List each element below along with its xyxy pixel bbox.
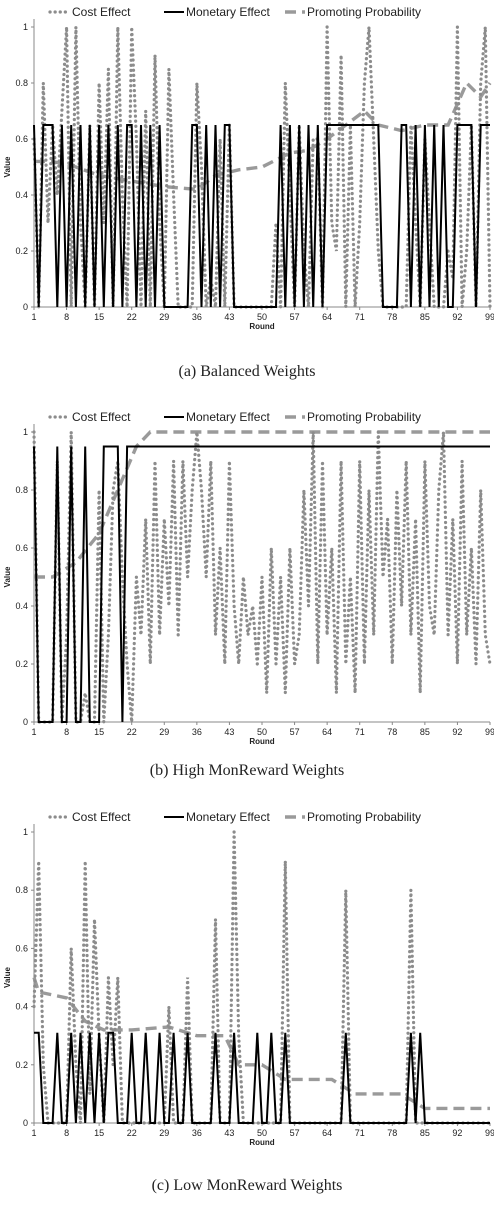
x-tick-label: 57 [290, 312, 300, 322]
y-axis-title: Value [3, 156, 12, 177]
y-tick-label: 0.2 [15, 1060, 28, 1070]
x-tick-label: 15 [94, 312, 104, 322]
legend-label-promoting: Promoting Probability [307, 410, 421, 424]
x-tick-label: 43 [224, 727, 234, 737]
x-tick-label: 8 [64, 312, 69, 322]
y-tick-label: 1 [23, 427, 28, 437]
x-tick-label: 64 [322, 727, 332, 737]
legend-label-cost: Cost Effect [72, 5, 131, 19]
chart-panel-c: 0 0.2 0.4 0.6 0.8 1 1 8 15 22 29 36 43 50 57 64 71 78 85 92… [0, 805, 494, 1217]
y-tick-label: 0.8 [15, 78, 28, 88]
y-tick-label: 0.8 [15, 885, 28, 895]
legend-label-cost: Cost Effect [72, 810, 131, 824]
chart-caption: (a) Balanced Weights [178, 363, 316, 380]
x-tick-label: 99 [485, 312, 494, 322]
x-tick-label: 8 [64, 1128, 69, 1138]
x-tick-label: 43 [224, 312, 234, 322]
x-tick-label: 78 [387, 1128, 397, 1138]
series-line-promoting [34, 430, 490, 579]
x-tick-label: 85 [420, 727, 430, 737]
x-axis-title: Round [249, 322, 274, 331]
legend-label-monetary: Monetary Effect [186, 5, 270, 19]
x-tick-label: 43 [224, 1128, 234, 1138]
chart-caption: (b) High MonReward Weights [149, 762, 345, 779]
chart-svg: 0 0.2 0.4 0.6 0.8 1 1 8 15 22 29 36 43 50 57 64 71 78 85 92… [3, 410, 494, 746]
y-tick-label: 0.4 [15, 1002, 28, 1012]
y-tick-label: 0.6 [15, 134, 28, 144]
x-tick-label: 22 [127, 312, 137, 322]
chart-svg: 0 0.2 0.4 0.6 0.8 1 1 8 15 22 29 36 43 50 57 64 71 78 85 92… [3, 810, 494, 1147]
x-tick-label: 36 [192, 727, 202, 737]
y-tick-label: 0.6 [15, 943, 28, 953]
x-tick-label: 29 [159, 312, 169, 322]
x-tick-label: 92 [452, 727, 462, 737]
chart-svg: 0 0.2 0.4 0.6 0.8 1 1 8 15 22 29 36 43 50 57 64 71 78 85 92… [3, 5, 494, 331]
x-tick-label: 57 [290, 727, 300, 737]
x-tick-label: 8 [64, 727, 69, 737]
legend-label-promoting: Promoting Probability [307, 810, 421, 824]
x-tick-label: 71 [355, 727, 365, 737]
x-tick-label: 29 [159, 1128, 169, 1138]
x-tick-label: 15 [94, 727, 104, 737]
x-tick-label: 50 [257, 312, 267, 322]
x-axis-title: Round [249, 737, 274, 746]
series-line-monetary [34, 1031, 490, 1124]
x-tick-label: 22 [127, 727, 137, 737]
x-tick-label: 71 [355, 1128, 365, 1138]
y-tick-label: 0.4 [15, 601, 28, 611]
chart-caption: (c) Low MonReward Weights [151, 1177, 343, 1194]
chart-panel-b: 0 0.2 0.4 0.6 0.8 1 1 8 15 22 29 36 43 50 57 64 71 78 85 92… [0, 405, 494, 805]
x-tick-label: 36 [192, 312, 202, 322]
x-tick-label: 22 [127, 1128, 137, 1138]
y-tick-label: 0 [23, 1118, 28, 1128]
x-tick-label: 50 [257, 1128, 267, 1138]
series-line-cost [32, 430, 492, 724]
x-tick-label: 57 [290, 1128, 300, 1138]
y-tick-label: 0.8 [15, 485, 28, 495]
x-tick-label: 64 [322, 312, 332, 322]
y-tick-label: 1 [23, 22, 28, 32]
x-tick-label: 71 [355, 312, 365, 322]
y-axis-title: Value [3, 967, 12, 988]
series-line-monetary [33, 445, 490, 723]
y-tick-label: 0.4 [15, 190, 28, 200]
legend-label-cost: Cost Effect [72, 410, 131, 424]
x-tick-label: 64 [322, 1128, 332, 1138]
chart-panel-a: 0 0.2 0.4 0.6 0.8 1 1 8 15 22 29 36 43 50 57 64 71 78 85 92… [0, 0, 494, 405]
x-tick-label: 92 [452, 1128, 462, 1138]
x-tick-label: 85 [420, 1128, 430, 1138]
y-tick-label: 0.6 [15, 543, 28, 553]
y-tick-label: 0.2 [15, 246, 28, 256]
x-tick-label: 92 [452, 312, 462, 322]
series-line-monetary [33, 124, 490, 308]
x-tick-label: 15 [94, 1128, 104, 1138]
x-tick-label: 99 [485, 1128, 494, 1138]
x-tick-label: 85 [420, 312, 430, 322]
x-tick-label: 29 [159, 727, 169, 737]
x-tick-label: 99 [485, 727, 494, 737]
y-tick-label: 0 [23, 717, 28, 727]
y-tick-label: 0 [23, 302, 28, 312]
legend-label-monetary: Monetary Effect [186, 410, 270, 424]
x-tick-label: 78 [387, 727, 397, 737]
x-tick-label: 1 [31, 1128, 36, 1138]
x-tick-label: 36 [192, 1128, 202, 1138]
x-tick-label: 1 [31, 312, 36, 322]
x-axis-title: Round [249, 1138, 274, 1147]
x-tick-label: 78 [387, 312, 397, 322]
legend-label-promoting: Promoting Probability [307, 5, 421, 19]
y-tick-label: 0.2 [15, 659, 28, 669]
y-axis-title: Value [3, 566, 12, 587]
legend-label-monetary: Monetary Effect [186, 810, 270, 824]
x-tick-label: 1 [31, 727, 36, 737]
x-tick-label: 50 [257, 727, 267, 737]
y-tick-label: 1 [23, 827, 28, 837]
